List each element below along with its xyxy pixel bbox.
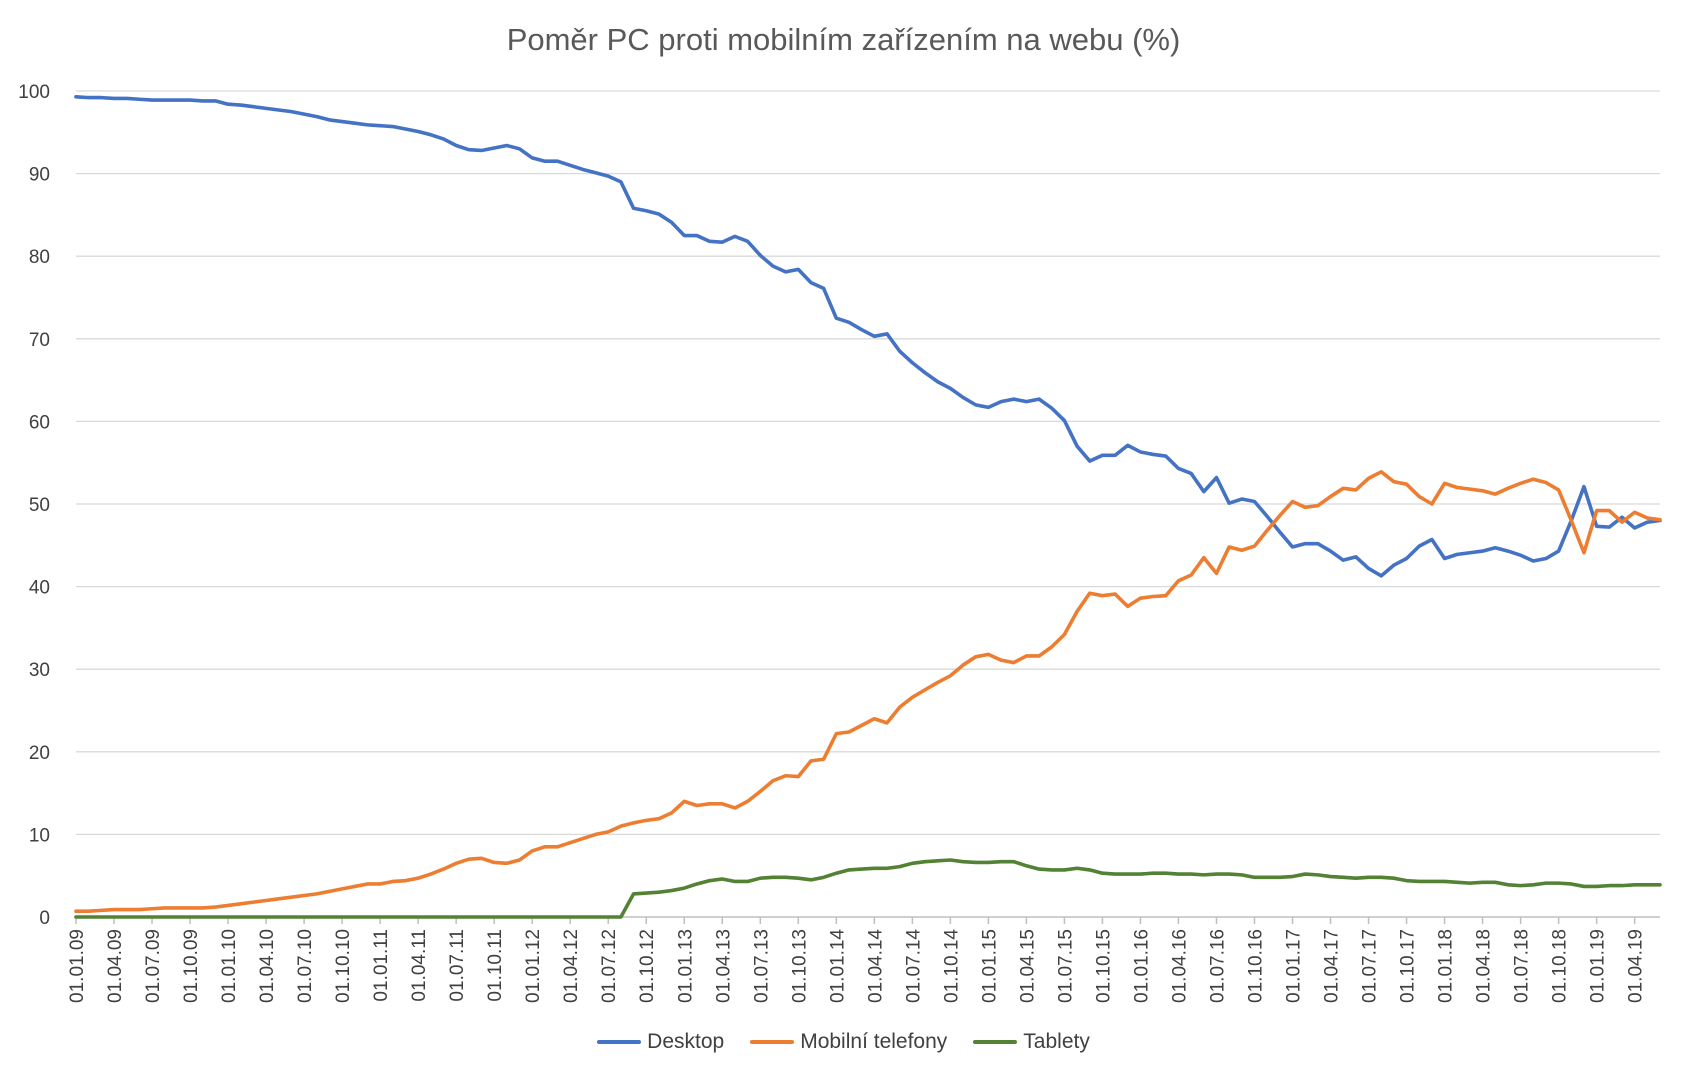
legend-item-tablety: Tablety — [973, 1030, 1090, 1054]
x-tick-label: 01.04.09 — [105, 929, 126, 1003]
x-tick-label: 01.04.15 — [1017, 929, 1038, 1003]
x-tick-label: 01.04.16 — [1169, 929, 1190, 1003]
x-tick-label: 01.10.11 — [485, 929, 506, 1002]
chart-title: Poměr PC proti mobilním zařízením na web… — [506, 22, 1181, 57]
legend-swatch — [750, 1040, 795, 1044]
x-tick-label: 01.07.12 — [599, 929, 620, 1003]
x-tick-label: 01.01.11 — [371, 929, 392, 1002]
series-layer — [74, 94, 1662, 919]
y-tick-label: 50 — [29, 495, 50, 516]
x-tick-label: 01.04.18 — [1474, 929, 1495, 1003]
x-tick-label: 01.10.17 — [1398, 929, 1419, 1003]
x-tick-label: 01.04.17 — [1322, 929, 1343, 1003]
y-tick-label: 10 — [29, 825, 50, 846]
y-tick-label: 0 — [39, 908, 50, 929]
x-tick-label: 01.01.10 — [219, 929, 240, 1003]
x-tick-label: 01.10.15 — [1093, 929, 1114, 1003]
series-line-desktop — [74, 94, 1662, 578]
x-tick-label: 01.07.18 — [1512, 929, 1533, 1003]
x-tick-label: 01.10.18 — [1550, 929, 1571, 1003]
y-tick-label: 60 — [29, 412, 50, 433]
y-tick-label: 70 — [29, 330, 50, 351]
x-tick-label: 01.10.12 — [637, 929, 658, 1003]
x-tick-label: 01.04.12 — [561, 929, 582, 1003]
series-line-mobilni-telefony — [74, 469, 1662, 914]
legend-label: Desktop — [647, 1030, 725, 1053]
x-tick-label: 01.01.14 — [827, 929, 848, 1003]
x-tick-label: 01.01.15 — [979, 929, 1000, 1003]
x-tick-label: 01.07.10 — [295, 929, 316, 1003]
y-tick-label: 20 — [29, 743, 50, 764]
x-tick-label: 01.01.17 — [1284, 929, 1305, 1003]
x-tick-label: 01.07.15 — [1055, 929, 1076, 1003]
x-tick-label: 01.07.13 — [751, 929, 772, 1003]
legend-swatch — [973, 1040, 1018, 1044]
x-tick-label: 01.01.09 — [67, 929, 88, 1003]
x-tick-label: 01.04.19 — [1626, 929, 1647, 1003]
legend-item-desktop: Desktop — [597, 1030, 724, 1054]
grid-layer — [76, 90, 1660, 836]
y-tick-label: 40 — [29, 578, 50, 599]
y-tick-label: 100 — [18, 82, 50, 103]
x-tick-label: 01.10.09 — [181, 929, 202, 1003]
x-tick-label: 01.01.12 — [523, 929, 544, 1003]
x-tick-label: 01.07.16 — [1207, 929, 1228, 1003]
legend-item-mobilni-telefony: Mobilní telefony — [750, 1030, 947, 1054]
x-tick-label: 01.10.16 — [1245, 929, 1266, 1003]
x-tick-label: 01.04.11 — [409, 929, 430, 1002]
x-tick-label: 01.07.17 — [1360, 929, 1381, 1003]
x-tick-label: 01.10.14 — [941, 929, 962, 1003]
legend-label: Mobilní telefony — [800, 1030, 948, 1053]
x-tick-label: 01.04.10 — [257, 929, 278, 1003]
x-tick-label: 01.01.18 — [1436, 929, 1457, 1003]
y-tick-label: 90 — [29, 165, 50, 186]
x-tick-label: 01.01.19 — [1588, 929, 1609, 1003]
label-layer: 0 10 20 30 40 50 60 70 80 90 100 01.01.09 01.04.09 01… — [18, 82, 1646, 1003]
x-tick-label: 01.07.11 — [447, 929, 468, 1002]
legend-swatch — [597, 1040, 642, 1044]
x-tick-label: 01.01.16 — [1131, 929, 1152, 1003]
x-tick-label: 01.01.13 — [675, 929, 696, 1003]
y-tick-label: 30 — [29, 660, 50, 681]
x-tick-label: 01.04.13 — [713, 929, 734, 1003]
x-tick-label: 01.07.09 — [143, 929, 164, 1003]
legend: Desktop Mobilní telefony Tablety — [0, 1030, 1687, 1054]
x-tick-label: 01.04.14 — [865, 929, 886, 1003]
y-tick-label: 80 — [29, 247, 50, 268]
x-tick-label: 01.10.10 — [333, 929, 354, 1003]
x-tick-label: 01.10.13 — [789, 929, 810, 1003]
series-line-tablety — [74, 858, 1662, 919]
legend-label: Tablety — [1023, 1030, 1090, 1053]
x-tick-label: 01.07.14 — [903, 929, 924, 1003]
